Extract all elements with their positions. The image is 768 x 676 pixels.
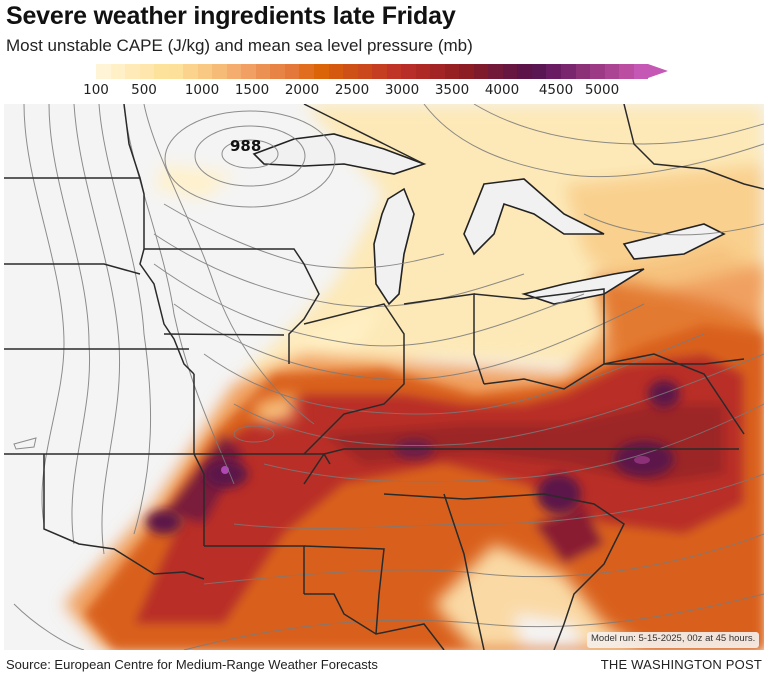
legend-swatch [139, 64, 155, 79]
legend-tick: 2500 [334, 82, 370, 98]
legend-swatch [430, 64, 445, 79]
legend-swatch [313, 64, 329, 79]
legend-swatch [299, 64, 314, 79]
legend-swatch [357, 64, 373, 79]
legend-swatch [473, 64, 489, 79]
legend-swatch [226, 64, 242, 79]
legend-swatch [604, 64, 620, 79]
legend-tick: 3000 [384, 82, 420, 98]
legend-swatch [270, 64, 285, 79]
legend-swatch [386, 64, 402, 79]
legend-swatch [633, 64, 649, 79]
legend-tick-labels: 100 500 1000 1500 2000 2500 3000 3500 40… [83, 82, 684, 100]
legend-swatch [197, 64, 213, 79]
legend-swatch [488, 64, 503, 79]
legend-swatch [154, 64, 169, 79]
pressure-low-label: 988 [230, 137, 262, 155]
legend-tick: 100 [83, 82, 109, 98]
legend-extend-arrow-icon [648, 64, 668, 78]
legend-swatch [168, 64, 184, 79]
legend-tick: 1000 [184, 82, 220, 98]
legend-color-bar [96, 64, 649, 79]
legend-swatch [459, 64, 474, 79]
legend-swatch [401, 64, 416, 79]
legend-swatch [415, 64, 431, 79]
legend-tick: 4500 [538, 82, 574, 98]
legend-tick: 4000 [484, 82, 520, 98]
legend-tick: 500 [131, 82, 157, 98]
legend-swatch [561, 64, 576, 79]
source-credit: Source: European Centre for Medium-Range… [6, 657, 378, 672]
chart-subtitle: Most unstable CAPE (J/kg) and mean sea l… [6, 36, 473, 55]
legend-swatch [328, 64, 344, 79]
legend-swatch [575, 64, 591, 79]
legend-swatch [619, 64, 634, 79]
cape-field-layer [4, 104, 764, 650]
legend-swatch [372, 64, 387, 79]
legend-swatch [241, 64, 256, 79]
legend-tick: 5000 [584, 82, 620, 98]
legend-swatch [590, 64, 605, 79]
legend-swatch [343, 64, 358, 79]
legend-swatch [255, 64, 271, 79]
legend-swatch [183, 64, 198, 79]
chart-title: Severe weather ingredients late Friday [6, 2, 456, 30]
legend-tick: 2000 [284, 82, 320, 98]
legend-swatch [125, 64, 140, 79]
legend-tick: 3500 [434, 82, 470, 98]
legend-tick: 1500 [234, 82, 270, 98]
legend-swatch [444, 64, 460, 79]
publisher-credit: THE WASHINGTON POST [600, 657, 762, 672]
legend-swatch [546, 64, 561, 79]
cape-color-legend: 100 500 1000 1500 2000 2500 3000 3500 40… [83, 64, 676, 104]
legend-swatch [517, 64, 532, 79]
model-run-note: Model run: 5-15-2025, 00z at 45 hours. [587, 632, 760, 648]
legend-swatch [531, 64, 547, 79]
legend-swatch [212, 64, 227, 79]
weather-map: 988 [4, 104, 764, 650]
legend-swatch [502, 64, 518, 79]
legend-swatch [284, 64, 300, 79]
legend-swatch [96, 64, 111, 79]
legend-swatch [110, 64, 126, 79]
